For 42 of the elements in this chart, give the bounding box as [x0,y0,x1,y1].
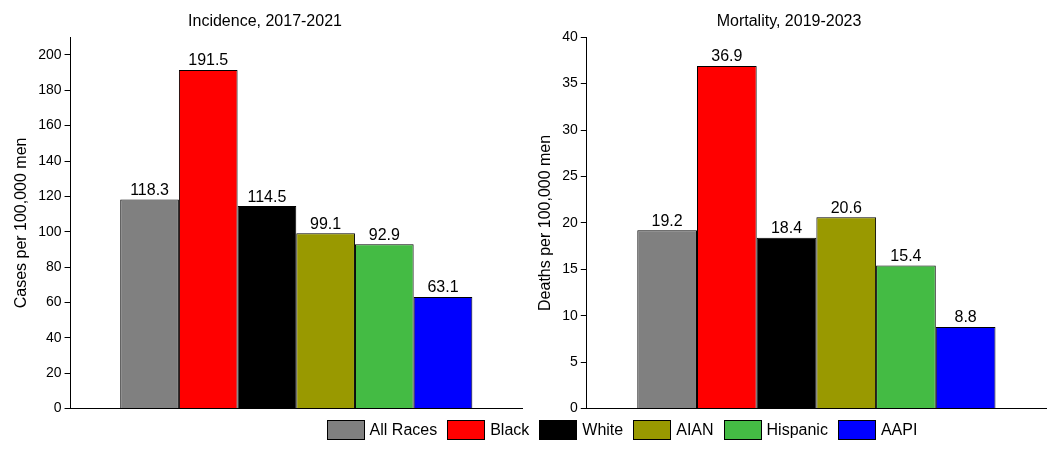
y-tick-label: 10 [562,306,578,323]
y-tick-label: 5 [569,353,578,370]
legend-label: White [582,421,624,439]
y-axis-title: Cases per 100,000 men [12,137,30,309]
data-label: 63.1 [427,278,459,296]
y-tick-label: 200 [38,45,62,62]
data-label: 92.9 [368,225,400,243]
y-tick-label: 180 [38,81,62,98]
data-label: 191.5 [188,51,229,69]
y-tick-label: 25 [562,167,578,184]
data-label: 114.5 [247,187,287,205]
y-tick-label: 80 [45,257,62,274]
y-tick-label: 120 [38,187,62,204]
y-tick-label: 0 [53,399,62,416]
chart-title: Incidence, 2017-2021 [188,12,343,30]
y-axis-title: Deaths per 100,000 men [536,134,554,311]
y-tick-label: 140 [38,151,62,168]
data-label: 36.9 [711,47,743,65]
legend-label: Black [490,421,530,439]
data-label: 15.4 [890,247,922,265]
y-tick-label: 40 [562,28,578,45]
data-label: 20.6 [830,198,862,216]
y-tick-label: 160 [38,116,62,133]
y-tick-label: 20 [562,213,578,230]
legend-label: AIAN [676,421,714,439]
data-label: 99.1 [310,214,342,232]
data-label: 8.8 [954,308,977,326]
data-label: 19.2 [651,211,683,229]
y-tick-label: 100 [38,222,62,239]
legend-label: Hispanic [766,421,828,439]
y-tick-label: 60 [45,293,62,310]
chart-title: Mortality, 2019-2023 [716,12,862,30]
y-tick-label: 20 [45,364,62,381]
y-tick-label: 35 [562,74,578,91]
y-tick-label: 40 [45,328,62,345]
data-label: 18.4 [770,219,803,237]
y-tick-label: 30 [562,120,578,137]
data-label: 118.3 [130,180,170,198]
legend-label: All Races [369,421,438,439]
y-tick-label: 15 [562,260,578,277]
legend-label: AAPI [880,421,918,439]
y-tick-label: 0 [569,399,578,416]
